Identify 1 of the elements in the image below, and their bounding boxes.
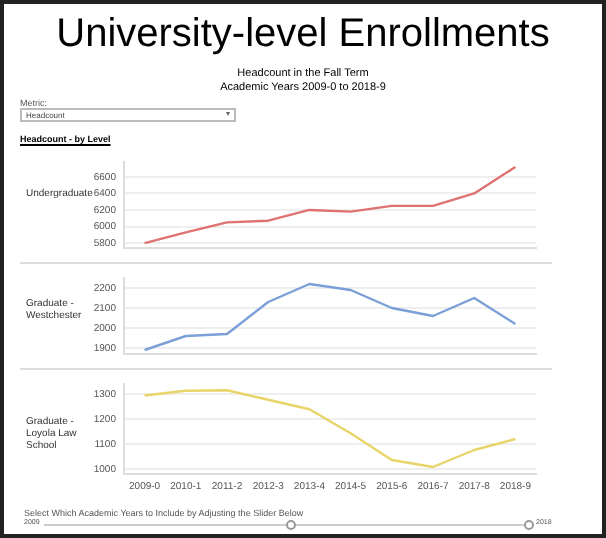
chart-title: University-level Enrollments — [54, 12, 552, 56]
